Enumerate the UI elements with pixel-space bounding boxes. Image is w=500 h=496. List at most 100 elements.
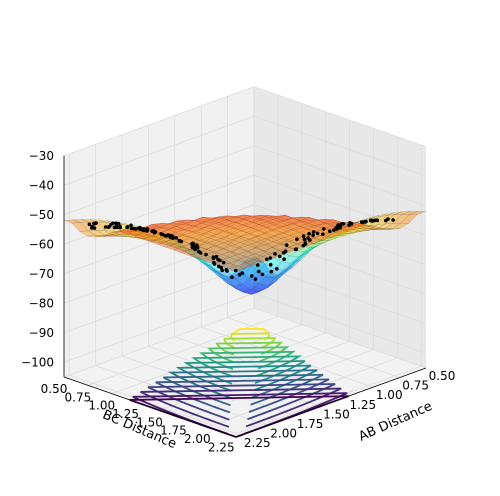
surface-patch — [225, 221, 244, 229]
trajectory-point — [190, 245, 195, 250]
trajectory-point — [106, 225, 111, 229]
grid-line-y — [253, 307, 427, 369]
surface-patch — [157, 241, 175, 248]
surface-patch — [194, 216, 213, 222]
surface-patch — [213, 230, 231, 240]
trajectory-point — [268, 262, 273, 267]
surface-patch — [197, 241, 215, 250]
surface-patch — [264, 246, 282, 258]
surface-patch — [177, 219, 196, 226]
trajectory-point — [89, 226, 94, 230]
surface-patch — [344, 231, 362, 235]
surface-patch — [267, 217, 285, 225]
surface-patch — [104, 235, 122, 237]
surface-patch — [359, 228, 376, 231]
surface-patch — [130, 236, 148, 239]
surface-patch — [152, 223, 171, 229]
surface-patch — [173, 240, 192, 248]
surface-patch — [173, 246, 191, 251]
trajectory-point — [118, 224, 122, 229]
surface-patch — [262, 229, 280, 238]
surface-patch — [255, 238, 274, 246]
surface-patch — [270, 227, 288, 235]
surface-patch — [206, 239, 225, 247]
surface-patch — [375, 228, 393, 230]
surface-patch — [223, 252, 241, 265]
surface-patch — [238, 232, 256, 242]
trajectory-point — [275, 267, 279, 271]
surface-patch — [222, 245, 240, 252]
surface-patch — [291, 220, 309, 227]
surface-patch — [239, 239, 258, 246]
surface-patch — [321, 235, 339, 244]
surface-patch — [246, 228, 264, 238]
surface-patch — [196, 233, 215, 242]
surface-patch — [111, 231, 129, 235]
trajectory-point — [307, 231, 311, 236]
surface-patch — [200, 261, 218, 273]
surface-patch — [244, 256, 263, 263]
surface-patch — [282, 258, 300, 271]
trajectory-group — [87, 217, 395, 281]
surface-patch — [286, 229, 305, 237]
trajectory-point — [370, 219, 374, 223]
surface-patch — [169, 223, 188, 230]
surface-patch — [113, 235, 130, 237]
z-tick-label: −50 — [29, 208, 54, 222]
surface-patch — [247, 236, 265, 247]
surface-patch — [177, 219, 195, 224]
surface-patch — [296, 246, 315, 252]
surface-patch — [261, 223, 280, 231]
surface-patch — [228, 259, 247, 267]
surface-patch — [238, 244, 257, 252]
surface-patch — [409, 210, 427, 215]
surface-patch — [209, 265, 227, 283]
surface-patch — [272, 242, 290, 253]
surface-patch — [274, 220, 293, 228]
surface-patch — [386, 211, 403, 216]
trajectory-point — [321, 232, 325, 236]
trajectory-point — [315, 231, 320, 236]
surface-patch — [184, 248, 202, 259]
surface-patch — [263, 241, 282, 248]
z-tick-label: −80 — [29, 296, 54, 310]
surface-patch — [260, 270, 278, 279]
surface-patch — [241, 277, 259, 290]
trajectory-point — [230, 275, 234, 280]
grid-line-z — [63, 86, 255, 157]
trajectory-point — [273, 252, 277, 256]
surface-patch — [301, 220, 320, 227]
surface-patch — [147, 236, 164, 241]
surface-patch — [215, 247, 233, 259]
surface-patch — [283, 255, 301, 275]
surface-patch — [322, 231, 341, 238]
trajectory-point — [269, 269, 274, 274]
surface-patch — [194, 221, 213, 228]
trajectory-point — [114, 224, 119, 229]
surface-patch — [110, 228, 128, 233]
y-axis-line — [235, 367, 427, 438]
surface-patch — [345, 220, 364, 233]
grid-line-z — [63, 204, 255, 275]
surface-patch — [223, 233, 242, 241]
surface-patch — [305, 243, 322, 248]
surface-patch — [254, 232, 273, 242]
surface-patch — [156, 241, 174, 245]
surface-patch — [152, 223, 169, 228]
surface-patch — [191, 255, 209, 266]
surface-patch — [103, 231, 120, 236]
surface-patch — [184, 220, 203, 227]
surface-patch — [147, 239, 165, 243]
trajectory-point — [214, 254, 219, 259]
trajectory-point — [336, 225, 341, 229]
surface-patch — [301, 216, 318, 222]
y-tick-label: 1.25 — [349, 398, 376, 412]
trajectory-point — [141, 227, 146, 231]
surface-patch — [335, 230, 353, 235]
trajectory-point — [293, 247, 298, 252]
surface-patch — [202, 217, 221, 224]
surface-patch — [370, 213, 387, 219]
surface-patch — [95, 234, 112, 238]
surface-patch — [247, 246, 266, 259]
grid-line-z — [253, 204, 427, 266]
